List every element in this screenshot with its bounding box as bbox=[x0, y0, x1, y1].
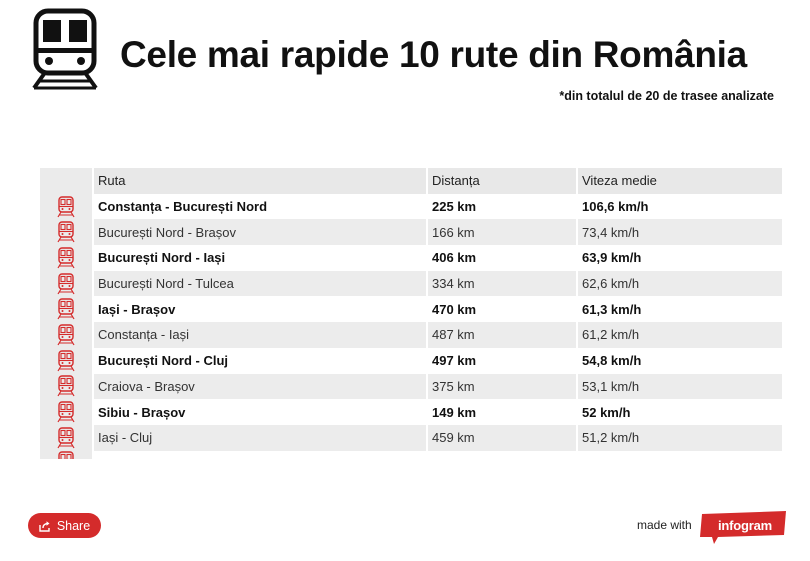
table-row: București Nord - Iași 406 km 63,9 km/h bbox=[40, 245, 782, 271]
row-icon-cell bbox=[40, 424, 92, 451]
column-header-distance: Distanța bbox=[428, 168, 576, 194]
distance-cell: 149 km bbox=[428, 399, 576, 425]
table-row: Iași - Brașov 470 km 61,3 km/h bbox=[40, 296, 782, 323]
page-subtitle: *din totalul de 20 de trasee analizate bbox=[559, 89, 774, 103]
table-row: București Nord - Cluj 497 km 54,8 km/h bbox=[40, 347, 782, 374]
train-icon bbox=[57, 375, 75, 397]
speed-cell: 61,3 km/h bbox=[578, 296, 782, 323]
share-button[interactable]: Share bbox=[28, 513, 101, 538]
row-icon-cell bbox=[40, 347, 92, 374]
train-icon bbox=[32, 8, 98, 90]
route-cell: Iași - Cluj bbox=[94, 424, 426, 451]
table-row: Sibiu - Brașov 149 km 52 km/h bbox=[40, 399, 782, 425]
route-cell: Craiova - Brașov bbox=[94, 373, 426, 400]
speed-cell: 52 km/h bbox=[578, 399, 782, 425]
route-cell: București Nord - Cluj bbox=[94, 347, 426, 374]
train-icon bbox=[57, 272, 75, 294]
train-icon bbox=[57, 349, 75, 371]
routes-table: Ruta Distanța Viteza medie Constanța - B… bbox=[40, 168, 782, 459]
table-row-overflow bbox=[40, 450, 782, 459]
route-cell: București Nord - Iași bbox=[94, 245, 426, 271]
speed-cell: 63,9 km/h bbox=[578, 245, 782, 271]
train-icon bbox=[57, 324, 75, 346]
column-header-route: Ruta bbox=[94, 168, 426, 194]
row-icon-cell bbox=[40, 245, 92, 271]
distance-cell: 334 km bbox=[428, 270, 576, 297]
distance-cell: 166 km bbox=[428, 219, 576, 246]
distance-cell: 406 km bbox=[428, 245, 576, 271]
distance-cell: 497 km bbox=[428, 347, 576, 374]
row-icon-cell bbox=[40, 219, 92, 246]
speed-cell: 54,8 km/h bbox=[578, 347, 782, 374]
row-icon-cell bbox=[40, 270, 92, 297]
table-row: București Nord - Tulcea 334 km 62,6 km/h bbox=[40, 270, 782, 297]
share-icon bbox=[39, 520, 50, 532]
route-cell: Sibiu - Brașov bbox=[94, 399, 426, 425]
speed-cell: 51,2 km/h bbox=[578, 424, 782, 451]
train-icon bbox=[57, 221, 75, 243]
table-row: Constanța - București Nord 225 km 106,6 km… bbox=[40, 193, 782, 220]
train-icon bbox=[57, 298, 75, 320]
table-row: Craiova - Brașov 375 km 53,1 km/h bbox=[40, 373, 782, 400]
infogram-logo-icon[interactable] bbox=[698, 511, 788, 545]
row-icon-cell bbox=[40, 193, 92, 220]
speed-cell: 53,1 km/h bbox=[578, 373, 782, 400]
table-row: București Nord - Brașov 166 km 73,4 km/h bbox=[40, 219, 782, 246]
speed-cell: 62,6 km/h bbox=[578, 270, 782, 297]
column-header-speed: Viteza medie bbox=[578, 168, 782, 194]
distance-cell: 487 km bbox=[428, 322, 576, 348]
distance-cell: 225 km bbox=[428, 193, 576, 220]
icon-column-header bbox=[40, 168, 92, 194]
page-title: Cele mai rapide 10 rute din România bbox=[120, 34, 747, 75]
train-icon bbox=[57, 401, 75, 423]
train-icon bbox=[58, 450, 74, 459]
train-icon bbox=[57, 247, 75, 269]
row-icon-cell bbox=[40, 450, 92, 459]
infogram-brand[interactable]: infogram bbox=[718, 518, 773, 533]
speed-cell: 73,4 km/h bbox=[578, 219, 782, 246]
distance-cell: 470 km bbox=[428, 296, 576, 323]
route-cell: Iași - Brașov bbox=[94, 296, 426, 323]
distance-cell: 375 km bbox=[428, 373, 576, 400]
route-cell: București Nord - Brașov bbox=[94, 219, 426, 246]
train-icon bbox=[57, 427, 75, 449]
share-label: Share bbox=[56, 518, 91, 533]
row-icon-cell bbox=[40, 322, 92, 348]
made-with-text: made with bbox=[637, 518, 692, 532]
row-icon-cell bbox=[40, 399, 92, 425]
route-cell: București Nord - Tulcea bbox=[94, 270, 426, 297]
train-icon bbox=[57, 195, 75, 217]
row-icon-cell bbox=[40, 296, 92, 323]
distance-cell: 459 km bbox=[428, 424, 576, 451]
row-icon-cell bbox=[40, 373, 92, 400]
table-row: Iași - Cluj 459 km 51,2 km/h bbox=[40, 424, 782, 451]
route-cell: Constanța - București Nord bbox=[94, 193, 426, 220]
table-header-row: Ruta Distanța Viteza medie bbox=[40, 168, 782, 194]
route-cell: Constanța - Iași bbox=[94, 322, 426, 348]
speed-cell: 106,6 km/h bbox=[578, 193, 782, 220]
table-row: Constanța - Iași 487 km 61,2 km/h bbox=[40, 322, 782, 348]
speed-cell: 61,2 km/h bbox=[578, 322, 782, 348]
